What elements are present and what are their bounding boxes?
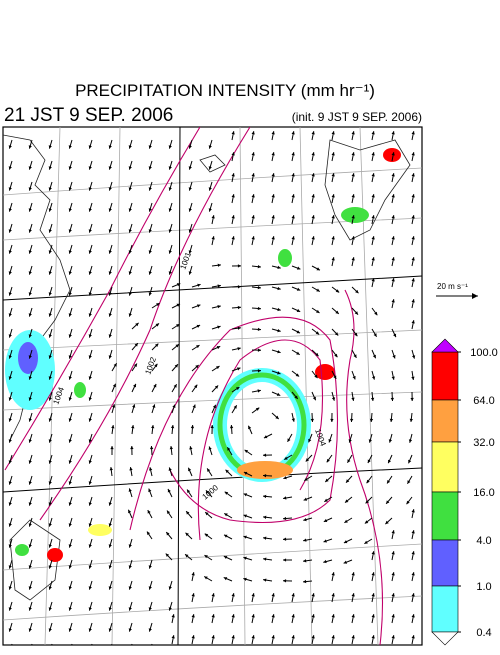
colorbar-label: 64.0 <box>473 395 494 407</box>
colorbar-label: 100.0 <box>470 347 498 359</box>
wind-scale: 20 m s⁻¹ <box>436 282 478 299</box>
valid-time: 21 JST 9 SEP. 2006 <box>4 105 173 126</box>
colorbar-segment <box>432 442 458 492</box>
colorbar-under <box>432 632 458 645</box>
map: 1001 1002 1004 1000 1004 <box>3 127 422 650</box>
colorbar-label: 0.4 <box>476 627 491 639</box>
colorbar-segment <box>432 540 458 586</box>
colorbar-segment <box>432 492 458 540</box>
colorbar: 100.0 64.0 32.0 16.0 4.0 1.0 0.4 <box>432 339 498 645</box>
colorbar-segment <box>432 586 458 632</box>
colorbar-label: 1.0 <box>476 581 491 593</box>
init-time: (init. 9 JST 9 SEP. 2006) <box>292 110 422 124</box>
wind-scale-label: 20 m s⁻¹ <box>437 282 468 291</box>
colorbar-over <box>432 339 458 352</box>
colorbar-label: 16.0 <box>473 487 494 499</box>
colorbar-label: 32.0 <box>473 437 494 449</box>
colorbar-label: 4.0 <box>476 535 491 547</box>
title: PRECIPITATION INTENSITY (mm hr⁻¹) <box>75 81 375 100</box>
colorbar-segment <box>432 400 458 442</box>
map-frame <box>3 127 422 645</box>
colorbar-segment <box>432 352 458 400</box>
